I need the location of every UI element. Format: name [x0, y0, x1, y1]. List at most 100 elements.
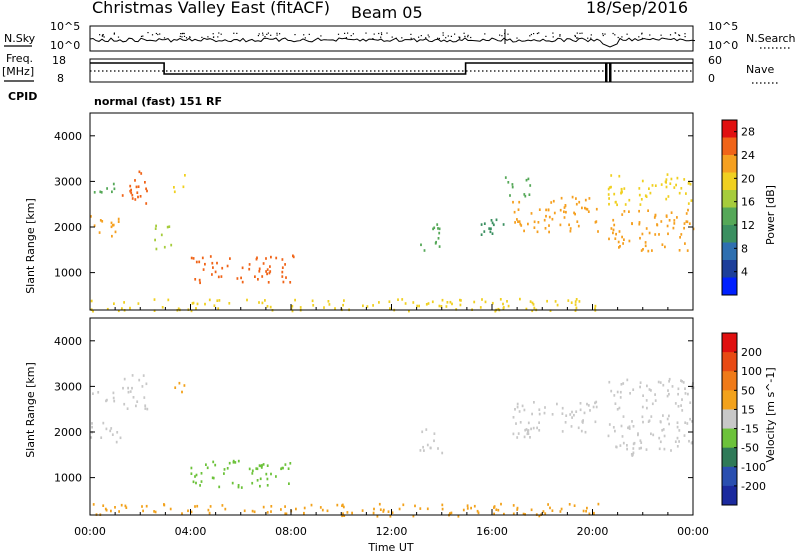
nsearch-dot — [159, 33, 161, 35]
data-cell — [650, 415, 653, 418]
plot-title: Christmas Valley East (fitACF) — [92, 0, 330, 17]
nsearch-dot — [447, 35, 449, 37]
data-cell — [550, 201, 553, 204]
data-cell — [90, 299, 93, 303]
colorbar-tick-label: 24 — [741, 149, 755, 162]
data-cell — [281, 275, 284, 278]
data-cell — [224, 507, 227, 511]
data-cell — [488, 227, 491, 230]
colorbar-tick-label: 12 — [741, 219, 755, 232]
data-cell — [680, 187, 683, 190]
data-cell — [639, 381, 642, 384]
data-cell — [195, 481, 197, 485]
data-cell — [512, 504, 515, 507]
data-cell — [106, 187, 108, 190]
data-cell — [594, 307, 596, 311]
data-cell — [259, 464, 262, 468]
data-cell — [218, 485, 221, 489]
data-cell — [124, 504, 127, 508]
data-cell — [126, 407, 129, 410]
data-cell — [608, 380, 611, 384]
data-cell — [574, 212, 576, 216]
data-cell — [538, 412, 541, 416]
data-cell — [584, 198, 587, 202]
noise-panel: N.Sky 10^5 10^0 10^5 10^0 N.Search — [4, 20, 796, 52]
data-cell — [266, 268, 269, 271]
noise-tick-low-right: 10^0 — [708, 39, 738, 52]
data-cell — [665, 185, 668, 189]
nsearch-dot — [151, 34, 154, 36]
data-cell — [100, 436, 103, 439]
data-cell — [449, 512, 451, 515]
nsearch-dot — [614, 34, 616, 36]
data-cell — [265, 472, 268, 476]
data-cell — [275, 256, 278, 260]
data-cell — [561, 412, 564, 415]
colorbar-tick-label: -200 — [741, 480, 766, 493]
data-cell — [623, 238, 625, 241]
data-cell — [237, 459, 240, 463]
data-cell — [120, 503, 123, 507]
data-cell — [121, 194, 124, 197]
data-cell — [117, 309, 120, 313]
data-cell — [666, 394, 669, 398]
data-cell — [607, 193, 610, 196]
nsearch-dot — [574, 35, 576, 38]
colorbar-swatch — [722, 447, 737, 468]
data-cell — [90, 436, 93, 439]
nsearch-dot — [163, 37, 166, 39]
data-cell — [575, 202, 578, 206]
data-cell — [253, 510, 256, 514]
data-cell — [287, 467, 290, 470]
data-cell — [202, 268, 205, 271]
data-cell — [166, 225, 169, 229]
data-cell — [234, 461, 237, 464]
colorbar-swatch — [722, 120, 737, 138]
data-cell — [116, 431, 119, 434]
data-cell — [181, 512, 183, 515]
nsearch-dot — [257, 35, 259, 37]
data-cell — [685, 192, 687, 195]
data-cell — [251, 469, 254, 473]
data-cell — [194, 475, 196, 478]
nsearch-dot — [684, 36, 686, 38]
data-cell — [199, 281, 201, 285]
colorbar-tick-label: -50 — [741, 442, 759, 455]
data-cell — [660, 183, 663, 186]
data-cell — [530, 212, 533, 215]
nsearch-dot — [381, 33, 383, 36]
data-cell — [595, 400, 598, 404]
data-cell — [113, 399, 116, 403]
data-cell — [289, 462, 292, 465]
data-cell — [117, 220, 120, 223]
data-cell — [597, 502, 600, 506]
data-cell — [628, 425, 631, 428]
nsearch-dot — [577, 37, 579, 39]
x-tick-label: 12:00 — [376, 525, 408, 538]
data-cell — [248, 467, 251, 471]
data-cell — [637, 432, 639, 435]
data-cell — [619, 396, 622, 399]
data-cell — [628, 210, 630, 213]
data-cell — [594, 420, 597, 424]
data-cell — [137, 185, 140, 188]
velocity-cbar-label: Velocity [m s^-1] — [764, 367, 777, 462]
data-cell — [131, 374, 134, 377]
data-cell — [174, 386, 177, 389]
data-cell — [662, 414, 664, 417]
data-cell — [326, 509, 329, 513]
data-cell — [622, 242, 624, 245]
data-cell — [641, 405, 644, 409]
beam-label: Beam 05 — [351, 3, 423, 22]
data-cell — [668, 377, 671, 381]
data-cell — [536, 230, 539, 234]
nsearch-dot — [545, 35, 547, 37]
data-cell — [319, 506, 322, 509]
data-cell — [282, 466, 284, 470]
data-cell — [613, 394, 616, 397]
data-cell — [113, 302, 115, 305]
nsearch-dot — [117, 36, 120, 38]
data-cell — [281, 266, 284, 269]
data-cell — [470, 506, 472, 510]
data-cell — [547, 503, 549, 506]
